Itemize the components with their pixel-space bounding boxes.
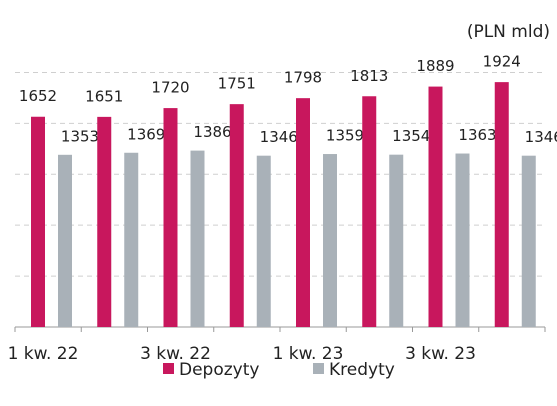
legend-swatch [313,363,324,374]
bar [97,116,112,327]
value-label: 1353 [61,127,99,145]
bar [124,152,139,327]
value-label: 1346 [260,128,298,146]
bar [389,154,404,327]
value-label: 1798 [284,69,322,87]
x-tick-label: 3 kw. 22 [140,344,211,364]
value-label: 1924 [483,53,521,71]
value-label: 1386 [193,123,231,141]
legend-label: Kredyty [329,360,395,380]
value-label: 1652 [19,87,57,105]
value-label: 1720 [151,79,189,97]
bar [428,86,443,327]
value-label: 1346 [525,128,557,146]
value-label: 1813 [350,67,388,85]
value-label: 1369 [127,125,165,143]
bar [163,108,178,327]
legend-label: Depozyty [179,360,259,380]
bar [229,104,244,328]
bar [31,116,45,327]
bar [296,98,310,327]
value-label: 1751 [218,75,256,93]
unit-label: (PLN mld) [467,22,550,42]
bar [58,154,72,327]
value-label: 1359 [326,127,364,145]
value-label: 1363 [458,126,496,144]
value-label: 1354 [392,127,430,145]
value-label: 1889 [416,57,454,75]
bar [190,150,205,327]
legend-swatch [163,363,174,374]
bar [256,155,271,327]
bar [323,154,337,327]
value-label: 1651 [85,87,123,105]
bar [521,155,536,327]
x-tick-label: 1 kw. 23 [273,344,344,364]
x-tick-label: 1 kw. 22 [8,344,79,364]
bar [494,82,509,327]
bar [455,153,470,327]
bar [362,96,377,327]
x-tick-label: 3 kw. 23 [405,344,476,364]
